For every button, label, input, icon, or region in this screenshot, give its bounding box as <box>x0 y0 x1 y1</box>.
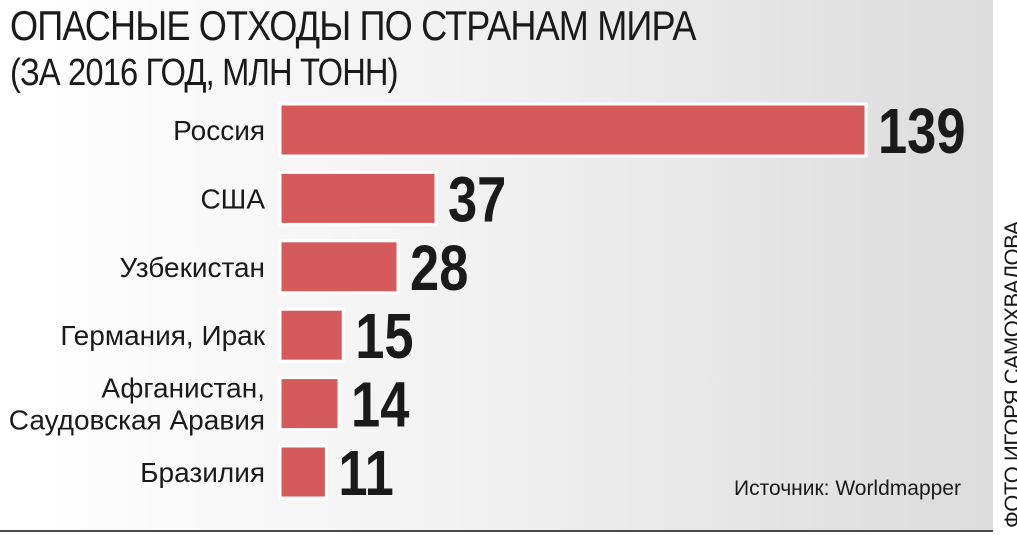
bar-0 <box>278 102 868 158</box>
category-label-2: Узбекистан <box>120 252 265 283</box>
bar-chart: Россия 139 США 37 Узбекистан 28 Германия, Ирак… <box>9 96 966 509</box>
photo-credit: ФОТО ИГОРЯ САМОХВАЛОВА <box>1000 221 1017 528</box>
category-label-4-line-1: Саудовская Аравия <box>9 405 265 436</box>
chart-title: ОПАСНЫЕ ОТХОДЫ ПО СТРАНАМ МИРА <box>10 2 696 49</box>
bar-5 <box>278 444 328 500</box>
value-label-5: 11 <box>338 438 393 509</box>
bar-4 <box>278 376 341 432</box>
bar-2 <box>278 239 400 295</box>
category-label-5: Бразилия <box>140 457 265 488</box>
bar-3 <box>278 307 345 363</box>
value-label-0: 139 <box>878 96 966 167</box>
value-label-3: 15 <box>355 301 413 372</box>
category-label-1: США <box>200 183 265 214</box>
category-label-4-line-0: Афганистан, <box>101 373 265 404</box>
value-label-4: 14 <box>351 370 410 441</box>
bottom-divider <box>0 530 993 532</box>
category-label-3: Германия, Ирак <box>60 320 265 351</box>
source-note: Источник: Worldmapper <box>734 477 961 500</box>
value-label-1: 37 <box>448 165 506 236</box>
bar-1 <box>278 170 438 226</box>
category-label-0: Россия <box>173 115 265 146</box>
chart-panel <box>0 0 993 530</box>
value-label-2: 28 <box>410 233 468 304</box>
chart-subtitle: (ЗА 2016 ГОД, МЛН ТОНН) <box>10 52 399 94</box>
